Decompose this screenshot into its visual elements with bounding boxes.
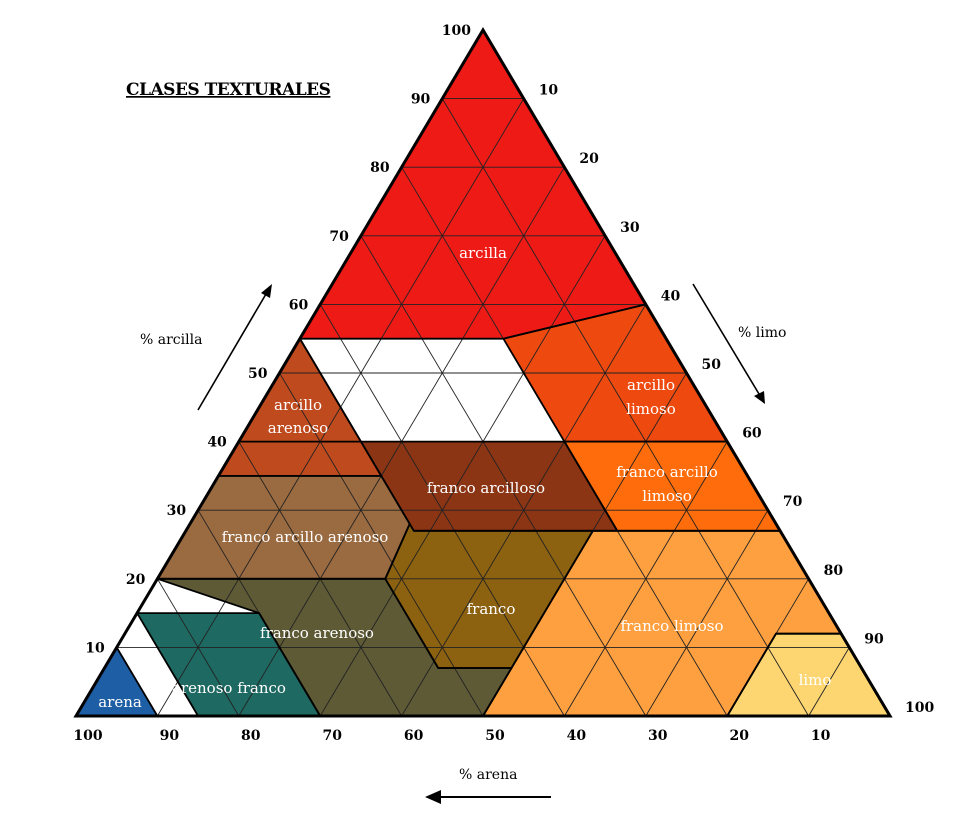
region-label-arcillo-arenoso: arenoso	[268, 419, 328, 437]
sand-tick-label: 20	[729, 728, 749, 744]
figure-title: CLASES TEXTURALES	[126, 80, 331, 100]
silt-tick-label: 60	[742, 426, 762, 442]
silt-tick-label: 40	[661, 288, 681, 304]
clay-tick-label: 50	[248, 366, 268, 382]
triangle-outline	[73, 27, 893, 718]
grid-line	[360, 235, 647, 717]
sand-tick-label: 30	[648, 728, 668, 744]
region-label-franco-arcillo-arenoso: franco arcillo arenoso	[222, 528, 389, 546]
silt-tick-label: 80	[824, 563, 844, 579]
sand-axis-label: % arena	[459, 767, 517, 783]
region-label-arcillo-limoso: limoso	[626, 400, 676, 418]
sand-tick-label: 10	[811, 728, 831, 744]
region-label-arcillo-limoso: arcillo	[627, 376, 675, 394]
region-borders	[73, 27, 893, 718]
sand-tick-label: 40	[567, 728, 587, 744]
clay-axis-label: % arcilla	[140, 332, 202, 348]
region-label-franco-arcilloso: franco arcilloso	[427, 479, 545, 497]
sand-tick-label: 80	[241, 728, 261, 744]
clay-tick-label: 30	[167, 503, 187, 519]
clay-arrow-icon	[197, 284, 272, 411]
clay-tick-label: 90	[411, 92, 431, 108]
grid-line	[157, 578, 240, 717]
silt-tick-label: 70	[783, 494, 803, 510]
region-label-limo: limo	[799, 671, 832, 689]
silt-arrow-icon	[692, 283, 765, 404]
sand-tick-label: 90	[160, 728, 180, 744]
clay-tick-label: 20	[126, 572, 146, 588]
clay-tick-label: 10	[85, 640, 105, 656]
region-label-franco: franco	[467, 600, 516, 618]
axis-ticks: 10 20 30 40 50 60 70 80 90 100 10 20 30 40 50 60 70 80 90 1…	[73, 23, 934, 744]
clay-tick-label: 70	[329, 229, 349, 245]
grid-line	[564, 441, 728, 717]
silt-tick-label: 10	[539, 83, 559, 99]
grid-line	[808, 647, 850, 717]
sand-tick-label: 70	[322, 728, 342, 744]
clay-tick-label: 40	[207, 435, 227, 451]
silt-tick-label: 50	[702, 357, 722, 373]
region-label-arena: arena	[98, 693, 142, 711]
silt-tick-label: 20	[579, 151, 599, 167]
region-label-arenoso-franco: arenoso franco	[172, 679, 286, 697]
silt-tick-label: 100	[905, 700, 934, 716]
silt-tick-label: 30	[620, 220, 640, 236]
region-label-franco-arenoso: franco arenoso	[260, 624, 374, 642]
region-label-arcilla: arcilla	[459, 244, 507, 262]
grid-line	[319, 235, 606, 717]
region-label-arcillo-arenoso: arcillo	[274, 396, 322, 414]
grid-line	[279, 372, 484, 717]
silt-tick-label: 90	[864, 631, 884, 647]
region-label-franco-arcillo-limoso: limoso	[642, 487, 692, 505]
region-label-franco-arcillo-limoso: franco arcillo	[616, 463, 717, 481]
clay-tick-label: 80	[370, 160, 390, 176]
silt-axis-label: % limo	[738, 325, 786, 341]
clay-tick-label: 100	[442, 23, 471, 39]
sand-tick-label: 50	[485, 728, 505, 744]
region-label-franco-limoso: franco limoso	[620, 617, 723, 635]
sand-tick-label: 60	[404, 728, 424, 744]
sand-tick-label: 100	[73, 728, 102, 744]
sand-arrow-icon	[425, 790, 551, 804]
clay-tick-label: 60	[289, 297, 309, 313]
grid-line	[645, 509, 769, 717]
region-labels: arcilla arcillo limoso arcillo arenoso franco…	[98, 244, 831, 711]
grid-line	[441, 98, 809, 717]
